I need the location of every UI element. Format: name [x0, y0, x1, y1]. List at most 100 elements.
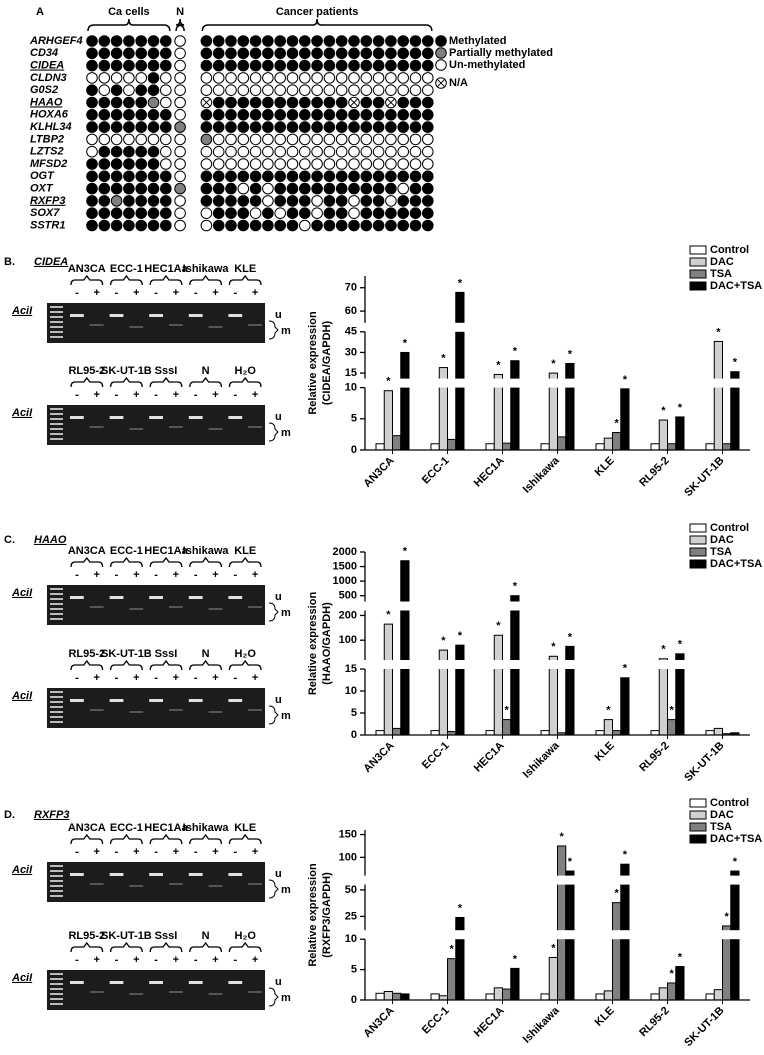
- lane-brace: [189, 556, 223, 568]
- gel-band: [129, 608, 144, 610]
- enzyme-label: AciI: [11, 690, 33, 702]
- methylation-dot: [262, 96, 274, 109]
- methylation-dot: [397, 59, 410, 72]
- methylation-dot: [237, 207, 250, 219]
- methylation-dot: [237, 84, 250, 96]
- methylation-dot: [147, 96, 160, 109]
- methylation-dot: [110, 121, 123, 133]
- methylation-dot: [372, 121, 385, 133]
- methylation-dot: [160, 195, 172, 207]
- lane-label: RL95-2: [68, 930, 105, 942]
- methylation-dot: [200, 59, 213, 72]
- lane-brace: [109, 274, 143, 286]
- legend-swatch: [689, 559, 707, 569]
- methylation-dot: [147, 47, 160, 60]
- bar: [375, 730, 385, 736]
- enzyme-state: +: [252, 389, 258, 401]
- methylation-dot: [397, 109, 410, 121]
- methylation-dot: [147, 145, 160, 158]
- methylation-dot: [86, 84, 98, 96]
- methylation-dot: [262, 170, 274, 183]
- methylation-dot: [274, 59, 287, 72]
- methylation-dot: [385, 145, 397, 158]
- methylation-dot: [147, 170, 160, 183]
- methylation-dot: [286, 170, 299, 183]
- methylation-dot: [409, 47, 422, 60]
- bar: [603, 990, 613, 1001]
- bar: [502, 719, 512, 736]
- methylation-dot: [174, 47, 186, 60]
- methylation-dot: [98, 219, 111, 232]
- x-tick-label: SK-UT-1B: [682, 1005, 726, 1049]
- methylation-dot: [147, 219, 160, 232]
- methylation-dot: [372, 158, 385, 170]
- methylation-dot: [348, 182, 360, 195]
- methylation-dot: [360, 96, 373, 109]
- methylation-dot: [409, 59, 422, 72]
- bar: [400, 351, 410, 451]
- methylation-dot: [348, 158, 360, 170]
- gene-label: HOXA6: [30, 109, 69, 121]
- band-label: u: [275, 411, 282, 423]
- methylation-dot: [286, 145, 299, 158]
- bar: [430, 443, 440, 451]
- methylation-dot: [311, 121, 323, 133]
- ladder-band: [50, 433, 63, 435]
- band-brace: [268, 705, 279, 725]
- gel-band: [70, 596, 84, 599]
- gel-band: [109, 416, 124, 419]
- ladder-band: [50, 316, 63, 318]
- group-brace: [201, 18, 433, 32]
- gel-band: [109, 699, 124, 702]
- methylation-dot: [311, 84, 323, 96]
- gel-band: [248, 709, 262, 711]
- ladder-band: [50, 613, 63, 615]
- methylation-dot: [225, 84, 237, 96]
- enzyme-state: -: [194, 954, 198, 966]
- legend-swatch: [689, 257, 707, 267]
- methylation-dot: [135, 35, 147, 47]
- methylation-dot: [262, 195, 274, 207]
- methylation-dot: [225, 72, 237, 84]
- methylation-dot: [147, 158, 160, 170]
- significance-marker: *: [551, 358, 556, 370]
- methylation-dot: [299, 170, 311, 183]
- legend-swatch: [689, 834, 707, 844]
- band-label: m: [281, 884, 291, 896]
- gel-band: [129, 885, 144, 887]
- methylation-dot: [372, 219, 385, 232]
- methylation-dot: [249, 170, 262, 183]
- gel-band: [228, 873, 243, 876]
- enzyme-state: -: [115, 954, 119, 966]
- methylation-dot: [385, 182, 397, 195]
- methylation-dot: [123, 145, 135, 158]
- methylation-dot: [200, 182, 213, 195]
- methylation-dot: [274, 72, 287, 84]
- methylation-dot: [200, 219, 213, 232]
- legend-label: Control: [710, 797, 749, 809]
- gene-title: HAAO: [34, 534, 67, 546]
- methylation-dot: [123, 207, 135, 219]
- methylation-dot: [98, 109, 111, 121]
- bar: [667, 719, 677, 736]
- lane-brace: [109, 556, 143, 568]
- methylation-dot: [397, 35, 410, 47]
- methylation-dot: [311, 182, 323, 195]
- bar: [510, 360, 520, 451]
- band-label: m: [281, 710, 291, 722]
- methylation-dot: [225, 145, 237, 158]
- methylation-dot: [323, 182, 336, 195]
- methylation-dot: [286, 59, 299, 72]
- methylation-dot: [147, 207, 160, 219]
- methylation-dot: [237, 96, 250, 109]
- methylation-dot: [262, 145, 274, 158]
- gel-band: [188, 873, 203, 876]
- methylation-dot: [422, 35, 434, 47]
- gel-band: [228, 981, 243, 984]
- axis-break: [357, 322, 752, 332]
- methylation-dot: [212, 207, 225, 219]
- methylation-dot: [147, 195, 160, 207]
- enzyme-state: +: [252, 846, 258, 858]
- methylation-dot: [323, 195, 336, 207]
- methylation-dot: [372, 35, 385, 47]
